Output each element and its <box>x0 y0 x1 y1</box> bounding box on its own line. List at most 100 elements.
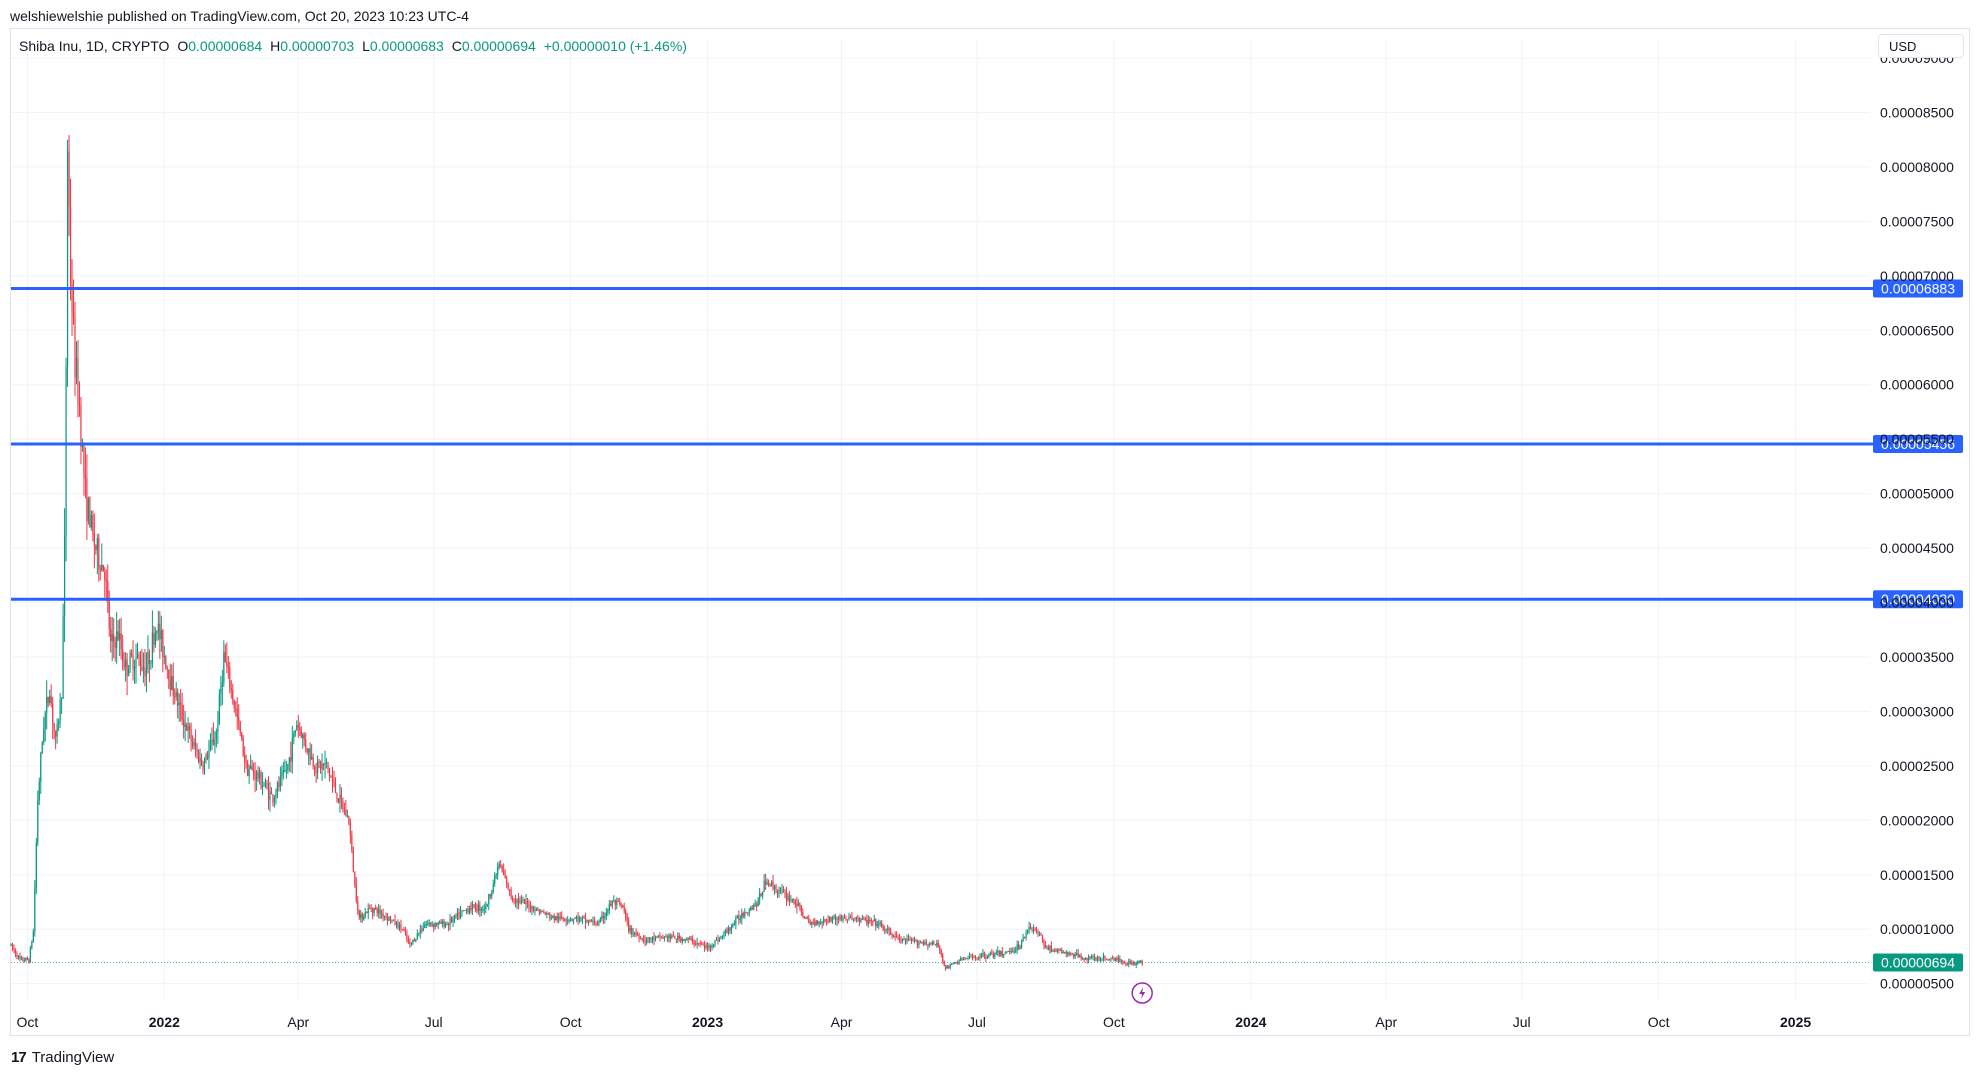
candle-body <box>931 942 933 945</box>
candle-body <box>263 785 265 787</box>
candle-body <box>193 742 195 746</box>
y-tick-label: 0.00008500 <box>1880 104 1954 120</box>
candle-body <box>171 676 173 691</box>
candle-body <box>87 497 89 521</box>
candle-body <box>555 916 557 921</box>
candle-body <box>278 783 280 787</box>
candle-body <box>321 763 323 770</box>
candle-body <box>357 901 359 912</box>
candle-body <box>666 936 668 939</box>
candle-body <box>531 906 533 910</box>
candle-body <box>852 918 855 920</box>
candle-body <box>407 938 410 942</box>
candle-body <box>762 891 764 896</box>
candle-body <box>882 926 884 931</box>
candle-body <box>242 738 244 756</box>
candle-body <box>568 919 570 921</box>
candle-body <box>934 944 936 946</box>
candle-body <box>40 753 42 782</box>
candle-body <box>577 916 579 921</box>
candle-body <box>702 944 704 946</box>
candle-body <box>1065 951 1067 954</box>
candle-body <box>864 918 866 920</box>
candle-body <box>238 717 240 722</box>
candle-body <box>196 749 198 753</box>
candle-body <box>108 598 110 629</box>
candle-body <box>748 910 750 914</box>
candle-body <box>49 696 51 703</box>
low-label: L <box>362 38 370 54</box>
candle-body <box>503 871 505 876</box>
candle-body <box>190 729 192 742</box>
candle-body <box>671 935 673 939</box>
candle-body <box>1099 959 1102 961</box>
candle-body <box>601 915 603 919</box>
candle-body <box>913 939 916 942</box>
candle-body <box>69 207 72 284</box>
candle-body <box>695 943 697 945</box>
last-price-label: 0.00000694 <box>1881 955 1955 971</box>
candle-body <box>909 939 911 941</box>
candle-body <box>354 871 356 885</box>
candle-body <box>997 951 999 953</box>
candle-body <box>325 762 328 764</box>
candle-body <box>135 656 137 667</box>
candle-body <box>483 909 485 911</box>
candle-body <box>1119 958 1121 962</box>
candle-body <box>324 762 326 766</box>
candle-body <box>428 922 430 924</box>
candle-body <box>1003 954 1005 956</box>
candle-body <box>650 939 652 941</box>
candle-body <box>382 913 384 918</box>
candle-body <box>208 750 210 759</box>
candle-body <box>824 919 826 921</box>
candle-body <box>169 679 171 691</box>
currency-selector[interactable]: USD <box>1878 34 1964 58</box>
candle-body <box>961 958 963 960</box>
candle-body <box>709 945 712 948</box>
candle-body <box>409 941 411 944</box>
candle-body <box>747 912 749 914</box>
candle-body <box>510 889 512 899</box>
candle-body <box>1013 951 1015 953</box>
candle-body <box>306 748 308 753</box>
candle-body <box>1009 951 1011 953</box>
candle-body <box>471 904 474 911</box>
candle-body <box>355 884 357 902</box>
candle-body <box>86 478 88 521</box>
candle-body <box>985 957 987 959</box>
candle-body <box>447 924 450 926</box>
high-label: H <box>270 38 281 54</box>
candle-body <box>769 885 771 887</box>
candle-body <box>427 923 429 925</box>
candle-body <box>1105 959 1108 961</box>
x-tick-label: Oct <box>16 1014 38 1030</box>
candle-body <box>1140 960 1142 962</box>
candle-body <box>174 695 176 697</box>
tradingview-logo[interactable]: 17 TradingView <box>11 1049 114 1066</box>
candle-body <box>954 962 956 964</box>
candle-body <box>1116 958 1118 961</box>
candle-body <box>845 917 847 920</box>
candle-body <box>517 898 520 903</box>
candle-body <box>211 739 213 742</box>
candle-body <box>836 918 838 920</box>
candle-body <box>186 724 188 731</box>
candle-body <box>867 919 869 924</box>
candle-body <box>537 908 539 911</box>
candle-body <box>564 919 566 921</box>
candle-body <box>811 922 813 925</box>
y-tick-label: 0.00006000 <box>1880 377 1954 393</box>
candle-body <box>846 919 849 921</box>
candle-body <box>642 938 645 941</box>
candle-body <box>1004 953 1006 955</box>
candle-body <box>805 917 807 919</box>
candle-body <box>458 912 460 918</box>
candle-body <box>412 940 414 944</box>
candle-body <box>160 630 162 640</box>
candle-body <box>1026 930 1029 933</box>
candle-body <box>123 660 125 668</box>
candle-body <box>360 914 362 918</box>
candle-body <box>976 958 978 960</box>
